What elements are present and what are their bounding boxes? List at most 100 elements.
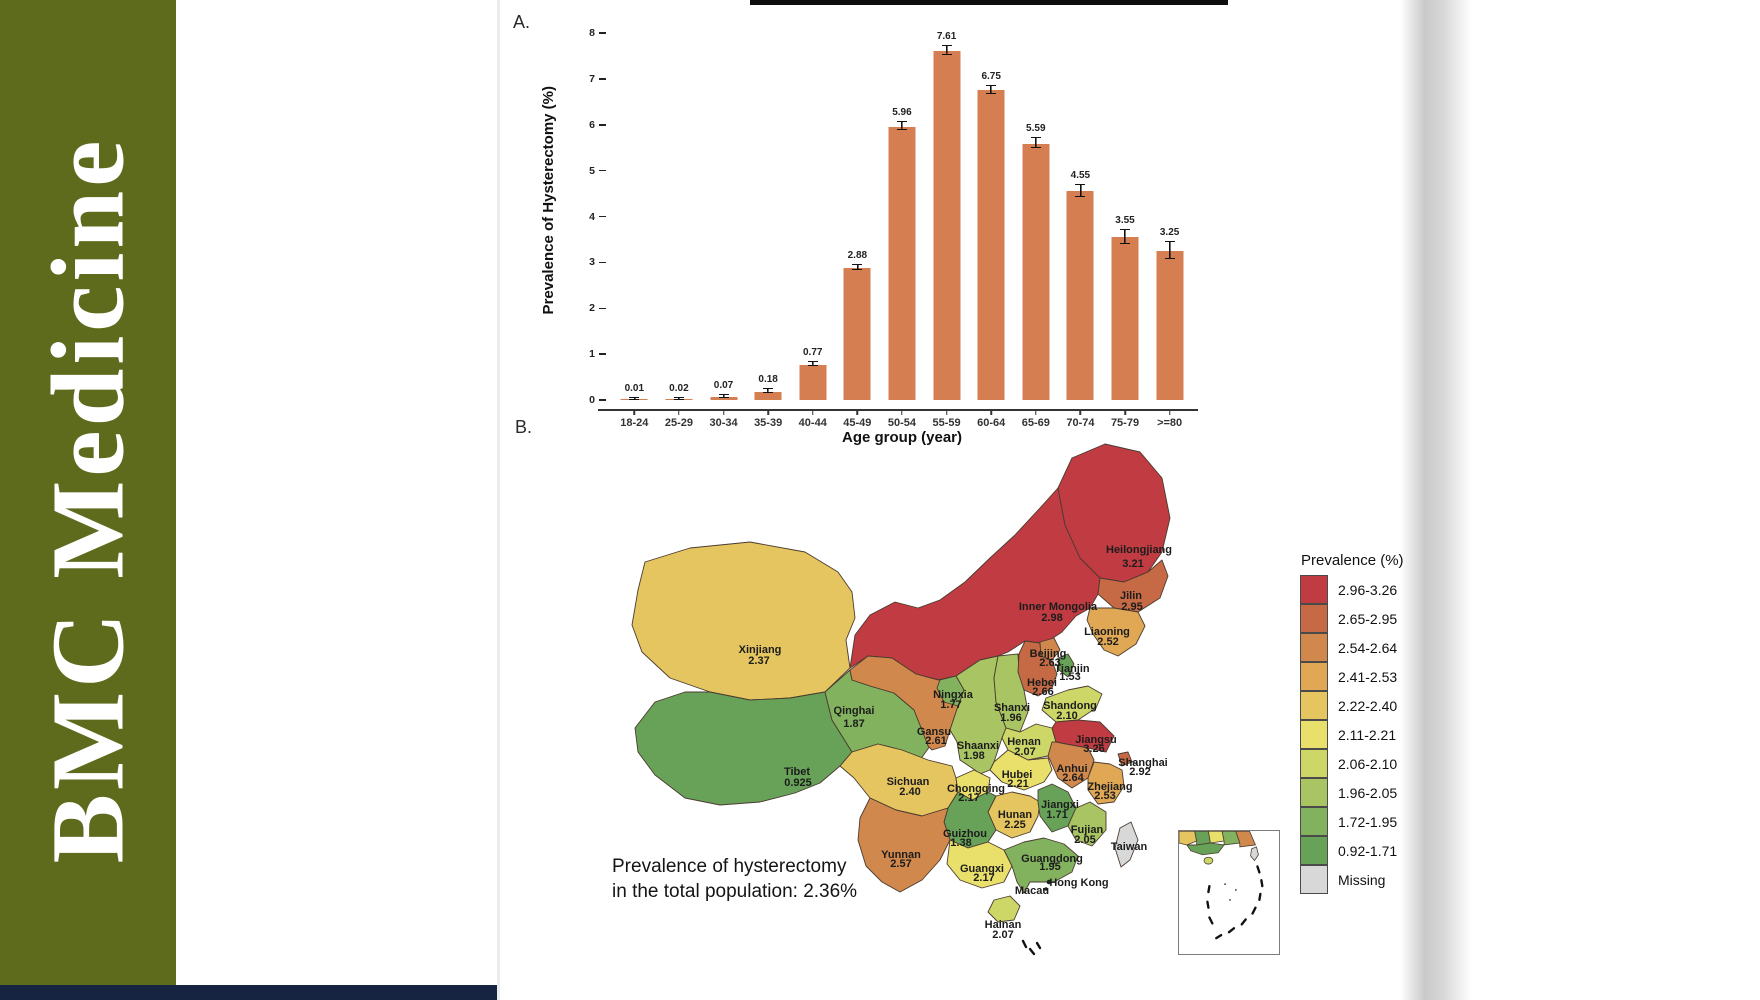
legend-swatch (1300, 632, 1328, 662)
error-bar (763, 388, 774, 394)
legend-label: 2.06-2.10 (1338, 755, 1398, 772)
x-tick-label: 60-64 (969, 410, 1014, 429)
bar-value-label: 5.59 (1026, 122, 1046, 134)
bar-group->=80: 3.25 (1147, 33, 1192, 400)
x-axis-title: Age group (year) (841, 429, 962, 446)
bar (1111, 237, 1139, 400)
province-liaoning (1086, 607, 1146, 657)
bar-group-25-29: 0.02 (657, 33, 702, 400)
map-label-shandong: Shandong (1043, 700, 1097, 712)
map-label-zhejiang: Zhejiang (1087, 781, 1132, 793)
inset-dash (1207, 884, 1211, 894)
inset-dash (1240, 918, 1247, 926)
map-label-beijing: Beijing (1030, 648, 1067, 660)
map-label-hong-kong: Hong Kong (1049, 877, 1108, 889)
inset-dash (1251, 906, 1257, 915)
legend-swatch (1300, 661, 1328, 691)
shanghai-leader-line (1130, 760, 1138, 765)
y-tick-label: 4 (589, 210, 595, 223)
map-value-hubei: 2.21 (1007, 778, 1028, 790)
map-value-hebei: 2.66 (1032, 686, 1053, 698)
bar-group-35-39: 0.18 (746, 33, 791, 400)
inset-taiwan (1250, 846, 1259, 862)
legend-row: 2.65-2.95 (1300, 603, 1440, 633)
panel-a-label: A. (513, 12, 531, 32)
bar-value-label: 4.55 (1070, 169, 1091, 181)
error-bar (1075, 183, 1086, 197)
bar (1022, 143, 1050, 400)
legend-swatch (1300, 864, 1328, 894)
bar (710, 396, 738, 400)
legend-row: 2.96-3.26 (1300, 574, 1440, 604)
map-value-tianjin: 1.53 (1059, 671, 1080, 683)
panel-b-label: B. (515, 417, 533, 437)
province-gansu (849, 655, 965, 751)
bar (888, 126, 916, 400)
map-value-hunan: 2.25 (1004, 819, 1025, 831)
bar-group-50-54: 5.96 (880, 33, 925, 400)
legend-label: 2.65-2.95 (1338, 610, 1398, 627)
province-xinjiang (631, 541, 856, 701)
province-yunnan (857, 797, 951, 893)
total-prevalence-note: Prevalence of hysterectomy in the total … (612, 855, 872, 904)
map-label-tibet: Tibet (784, 766, 810, 778)
legend-swatch (1300, 719, 1328, 749)
bar-value-label: 0.18 (758, 374, 778, 386)
page-edge-shadow (1400, 0, 1472, 1000)
y-tick-mark (599, 78, 606, 80)
map-value-heilongjiang: 3.21 (1122, 558, 1143, 570)
map-label-henan: Henan (1007, 736, 1041, 748)
hong-kong-marker (1046, 879, 1052, 885)
map-value-xinjiang: 2.37 (748, 655, 769, 667)
inset-dash (1258, 892, 1262, 902)
legend-label: Missing (1338, 871, 1386, 888)
inset-region (1207, 831, 1225, 844)
inset-hainan (1203, 856, 1214, 865)
province-ningxia (936, 675, 965, 707)
map-value-yunnan: 2.57 (890, 858, 911, 870)
province-guangxi (946, 839, 1013, 889)
map-value-hainan: 2.07 (992, 929, 1013, 941)
inset-island-dot (1234, 889, 1237, 891)
map-label-hunan: Hunan (998, 809, 1033, 821)
inset-map (1179, 831, 1264, 940)
error-bar (629, 397, 640, 400)
legend-swatch (1300, 603, 1328, 633)
legend-row: 2.22-2.40 (1300, 690, 1440, 720)
map-legend: Prevalence (%) 2.96-3.26 2.65-2.95 2.54-2.… (1300, 552, 1440, 894)
map-value-jilin: 2.95 (1121, 601, 1142, 613)
province-fujian (1067, 801, 1107, 847)
y-axis-title-text: Prevalence of Hysterectomy (%) (540, 86, 557, 315)
legend-swatch (1300, 574, 1328, 604)
map-label-heilongjiang: Heilongjiang (1106, 544, 1172, 556)
legend-swatch (1300, 806, 1328, 836)
inset-dash (1260, 879, 1264, 888)
bar-chart-plot-area: 0.01 0.02 0.07 0.18 0.77 2.88 5.96 7.61 6.75 5.59… (612, 31, 1192, 400)
map-label-ningxia: Ningxia (933, 689, 974, 701)
province-guangdong (1003, 837, 1079, 894)
map-label-inner-mongolia: Inner Mongolia (1019, 601, 1098, 613)
bar-value-label: 3.25 (1159, 226, 1180, 238)
map-label-yunnan: Yunnan (881, 849, 921, 861)
y-tick-mark (599, 261, 606, 264)
y-tick-mark (599, 215, 606, 218)
inset-region (1179, 831, 1198, 846)
error-bar (1164, 240, 1175, 260)
map-value-chongqing: 2.17 (958, 792, 979, 804)
y-tick-mark (599, 399, 606, 401)
legend-rows: 2.96-3.26 2.65-2.95 2.54-2.64 2.41-2.53 2.22… (1300, 574, 1440, 894)
journal-spine: BMC Medicine (0, 0, 176, 1000)
y-tick-label: 7 (589, 72, 595, 85)
map-value-guizhou: 1.38 (950, 837, 971, 849)
x-tick-label: 75-79 (1103, 410, 1148, 429)
bar (933, 50, 961, 400)
x-tick-label: 30-34 (701, 410, 746, 429)
error-bar (807, 361, 818, 367)
map-label-guizhou: Guizhou (943, 828, 987, 840)
x-tick-label: 25-29 (657, 410, 702, 429)
bar-value-label: 7.61 (936, 31, 957, 43)
y-tick-mark (599, 32, 606, 34)
bar-group-30-34: 0.07 (701, 33, 746, 400)
bar-group-45-49: 2.88 (835, 33, 880, 400)
map-label-hebei: Hebei (1027, 677, 1057, 689)
